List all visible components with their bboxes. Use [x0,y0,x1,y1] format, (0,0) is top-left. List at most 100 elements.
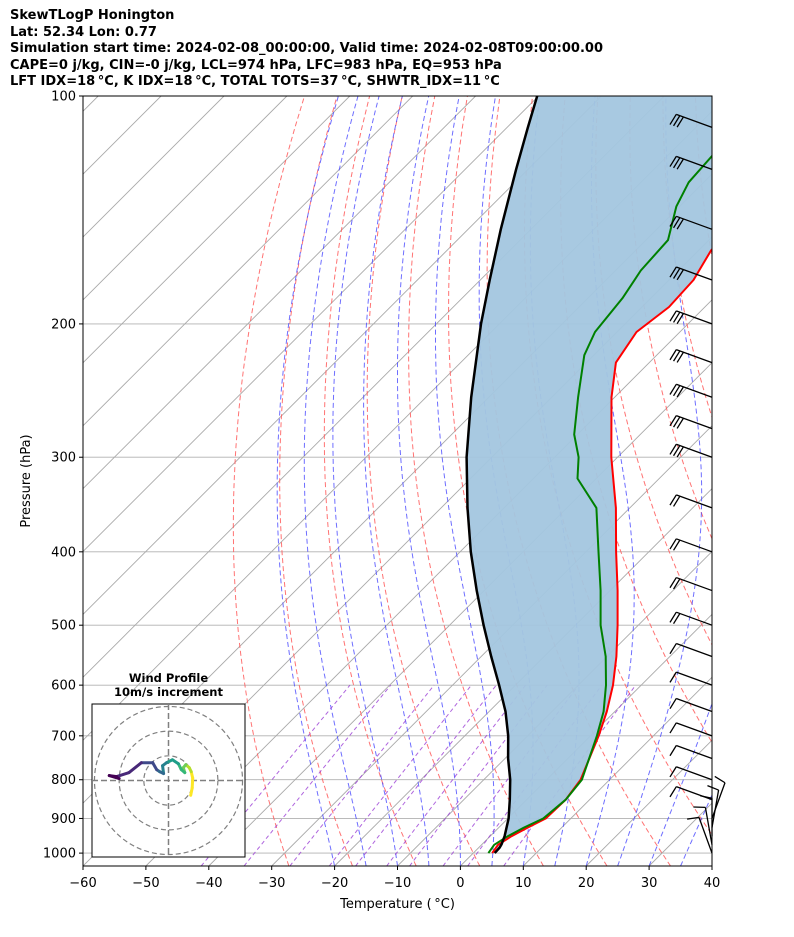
wind-barb [669,766,713,781]
isotherm-line [334,487,712,866]
moist-adiabat-line [680,793,712,866]
moist-adiabat-line [435,96,495,866]
x-tick-label: −60 [69,876,96,891]
dry-adiabat-line [323,96,417,866]
wind-barb [669,266,713,281]
chart-title-line-1: SkewTLogP Honington [10,8,175,23]
x-tick-label: 30 [641,876,658,891]
y-axis-label: Pressure (hPa) [19,434,34,527]
parcel-line [465,96,539,854]
wind-barb [693,806,713,845]
x-tick-label: 10 [515,876,532,891]
x-tick-label: 20 [578,876,595,891]
hodograph-title: Wind Profile [129,671,209,685]
wind-barb [687,816,713,854]
wind-barb [700,795,713,837]
wind-barb [669,697,713,713]
hodograph-segment [127,761,143,775]
y-tick-label: 800 [51,773,76,788]
wind-barb [669,671,713,686]
wind-barbs [669,113,726,854]
isotherm-line [83,96,602,616]
wind-barb [669,744,713,760]
mixing-ratio-line [386,684,526,866]
moist-adiabat-line [276,96,339,866]
dry-adiabat-line [279,96,353,866]
y-tick-label: 1000 [43,847,76,862]
wind-barb [669,611,713,626]
wind-barb [669,538,713,553]
isotherm-line [775,96,794,866]
isotherm-line [83,96,539,553]
dry-adiabat-line [595,96,712,646]
x-axis-label: Temperature ( °C) [339,897,455,912]
y-tick-label: 500 [51,619,76,634]
y-tick-label: 900 [51,812,76,827]
wind-barb [669,215,713,230]
moist-adiabat-line [363,96,430,866]
wind-barb [669,415,713,430]
mixing-ratio-line [503,684,637,866]
isotherm-line [83,96,476,490]
y-tick-label: 700 [51,729,76,744]
wind-barb [669,642,713,658]
dry-adiabat-line [761,96,794,866]
x-tick-label: −10 [384,876,411,891]
isotherm-line [83,96,288,301]
wind-barb [669,383,713,398]
isotherm-line [711,865,712,866]
wind-barb [669,113,713,128]
isotherm-line [271,425,712,866]
moist-adiabat-line [332,96,398,866]
mixing-ratio-line [409,684,548,866]
isotherm-line [83,96,351,364]
dry-adiabat-line [728,96,794,866]
y-tick-label: 200 [51,317,76,332]
temperature-line [491,247,712,854]
wind-barb [669,786,713,801]
wind-barb [711,775,726,819]
wind-barb [669,494,713,509]
hodograph-subtitle: 10m/s increment [114,685,223,699]
dry-adiabat-line [629,96,712,540]
wind-barb [669,443,713,458]
x-tick-label: 40 [704,876,721,891]
y-tick-label: 100 [51,90,76,105]
y-tick-label: 300 [51,451,76,466]
wind-barb [669,722,713,737]
mixing-ratio-line [328,684,472,866]
moist-adiabat-line [617,96,703,866]
dry-adiabat-line [232,96,305,866]
y-tick-label: 600 [51,679,76,694]
profiles [465,96,712,854]
x-tick-label: −50 [132,876,159,891]
chart-title-line-5: LFT IDX=18 °C, K IDX=18 °C, TOTAL TOTS=3… [10,74,500,89]
wind-barb [669,349,713,364]
dry-adiabat-line [366,96,481,866]
dewpoint-line [487,154,712,854]
moist-adiabat-line [303,96,367,866]
x-tick-label: −30 [258,876,285,891]
moist-adiabat-line [397,96,461,866]
mixing-ratio-line [355,684,497,866]
cape-cin-fill [466,96,712,854]
wind-barb [669,310,713,325]
wind-barb [669,576,713,592]
chart-title-line-4: CAPE=0 j/kg, CIN=-0 j/kg, LCL=974 hPa, L… [10,57,502,73]
x-tick-label: −20 [321,876,348,891]
mixing-ratio-line [243,684,392,866]
hodograph-segment [115,771,131,779]
chart-title-line-2: Lat: 52.34 Lon: 0.77 [10,24,157,40]
mixing-ratio-line [289,684,435,866]
isotherm-line [83,96,414,427]
axes: −60 −50 −40 −30 −20 −10 0 10 20 30 40 1000 900 800 700… [19,90,720,913]
y-tick-label: 400 [51,545,76,560]
x-tick-label: −40 [195,876,222,891]
hodograph-segment [107,774,121,781]
isotherm-line [83,96,225,238]
x-tick-label: 0 [456,876,464,891]
chart-title-line-3: Simulation start time: 2024-02-08_00:00:… [10,41,603,56]
moist-adiabat-line [648,702,712,866]
